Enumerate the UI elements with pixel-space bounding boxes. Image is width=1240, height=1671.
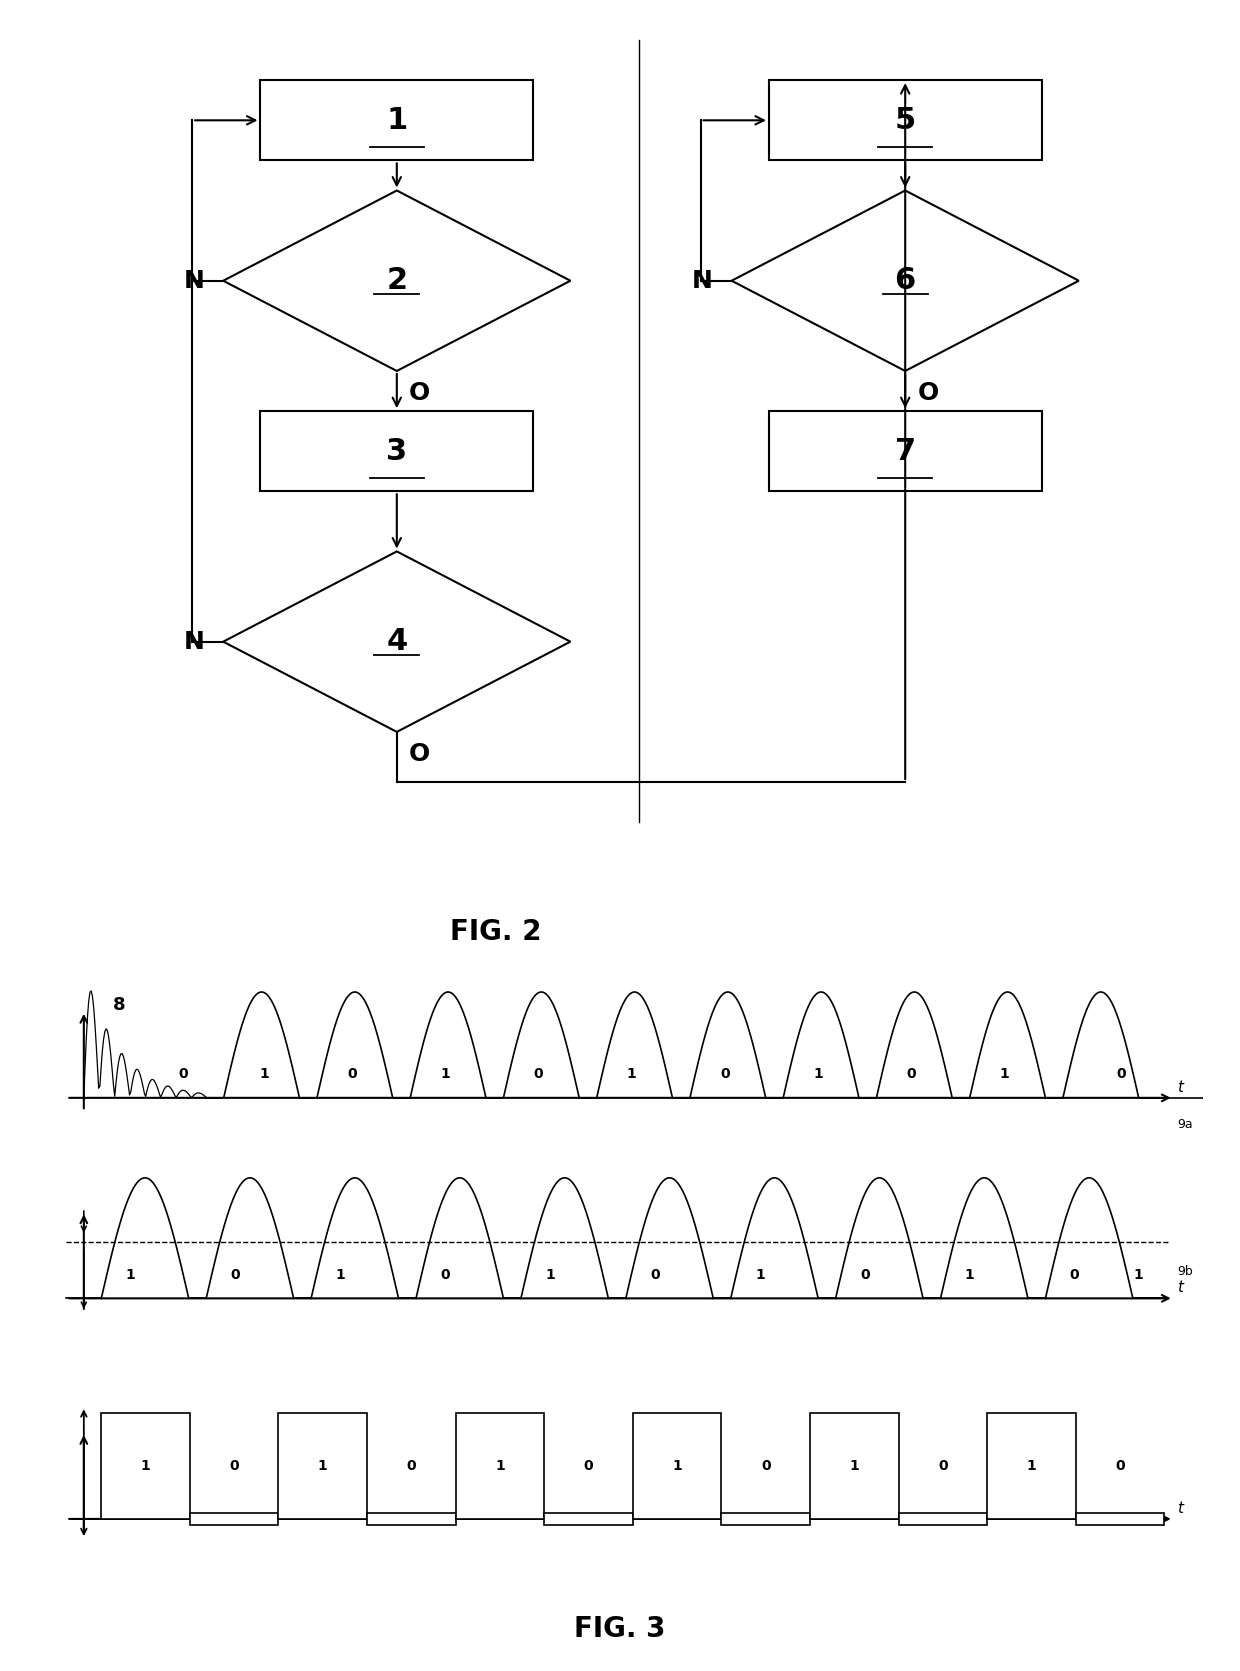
Text: 0: 0 — [906, 1068, 916, 1081]
Text: 1: 1 — [672, 1459, 682, 1474]
Text: 1: 1 — [317, 1459, 327, 1474]
Text: 1: 1 — [125, 1268, 135, 1282]
Text: 1: 1 — [1027, 1459, 1037, 1474]
Text: 1: 1 — [813, 1068, 823, 1081]
Text: 1: 1 — [386, 105, 408, 135]
Text: 1: 1 — [335, 1268, 345, 1282]
Text: 1: 1 — [755, 1268, 765, 1282]
Text: 0: 0 — [1070, 1268, 1079, 1282]
Text: 0: 0 — [861, 1268, 869, 1282]
Bar — [769, 411, 1042, 491]
Text: $t$: $t$ — [1177, 1278, 1185, 1295]
Text: 8: 8 — [113, 996, 125, 1014]
Bar — [544, 1512, 632, 1526]
Text: 1: 1 — [140, 1459, 150, 1474]
Bar — [279, 1414, 367, 1519]
Text: 0: 0 — [584, 1459, 594, 1474]
Text: 0: 0 — [533, 1068, 543, 1081]
Text: 1: 1 — [440, 1068, 450, 1081]
Bar — [367, 1512, 455, 1526]
Text: FIG. 3: FIG. 3 — [574, 1614, 666, 1643]
Text: 3: 3 — [386, 436, 408, 466]
Text: 5: 5 — [894, 105, 916, 135]
Text: 1: 1 — [259, 1068, 269, 1081]
Polygon shape — [732, 190, 1079, 371]
Text: FIG. 2: FIG. 2 — [450, 919, 542, 946]
Text: 0: 0 — [1115, 1459, 1125, 1474]
Text: 1: 1 — [546, 1268, 556, 1282]
Text: 1: 1 — [965, 1268, 975, 1282]
Text: N: N — [184, 269, 205, 292]
Text: 1: 1 — [1133, 1268, 1143, 1282]
Text: 1: 1 — [849, 1459, 859, 1474]
Text: 0: 0 — [229, 1459, 239, 1474]
Text: $t$: $t$ — [1177, 1499, 1185, 1516]
Text: 0: 0 — [650, 1268, 660, 1282]
Bar — [722, 1512, 810, 1526]
Text: O: O — [918, 381, 939, 404]
Text: 1: 1 — [495, 1459, 505, 1474]
Bar — [1076, 1512, 1164, 1526]
Text: 0: 0 — [407, 1459, 417, 1474]
Text: 0: 0 — [1116, 1068, 1126, 1081]
Polygon shape — [223, 190, 570, 371]
Text: 6: 6 — [894, 266, 916, 296]
Text: O: O — [409, 742, 430, 765]
Text: 9a: 9a — [1177, 1118, 1193, 1131]
Text: 9b: 9b — [1177, 1265, 1193, 1278]
Text: 0: 0 — [720, 1068, 729, 1081]
Bar — [632, 1414, 722, 1519]
Text: 0: 0 — [179, 1068, 187, 1081]
Text: 0: 0 — [937, 1459, 947, 1474]
Bar — [810, 1414, 899, 1519]
Text: 1: 1 — [999, 1068, 1009, 1081]
Text: $t$: $t$ — [1177, 1078, 1185, 1095]
Bar — [987, 1414, 1076, 1519]
Text: 2: 2 — [386, 266, 408, 296]
Bar — [899, 1512, 987, 1526]
Polygon shape — [223, 551, 570, 732]
Text: N: N — [692, 269, 713, 292]
Bar — [190, 1512, 279, 1526]
Bar — [455, 1414, 544, 1519]
Text: 1: 1 — [626, 1068, 636, 1081]
Bar — [260, 80, 533, 160]
Text: 4: 4 — [386, 627, 408, 657]
Text: N: N — [184, 630, 205, 653]
Text: O: O — [409, 381, 430, 404]
Text: 7: 7 — [894, 436, 916, 466]
Bar — [260, 411, 533, 491]
Text: 0: 0 — [347, 1068, 357, 1081]
Text: 0: 0 — [761, 1459, 770, 1474]
Text: 0: 0 — [231, 1268, 241, 1282]
Bar — [769, 80, 1042, 160]
Bar — [102, 1414, 190, 1519]
Text: 0: 0 — [440, 1268, 450, 1282]
